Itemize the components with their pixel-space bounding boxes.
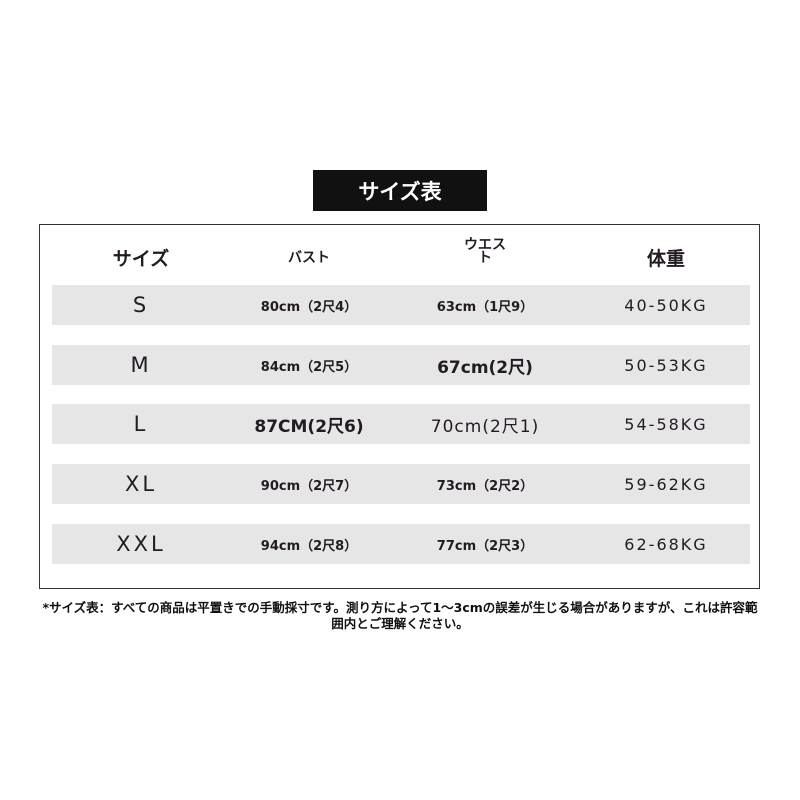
header-waist: ウエスト [464,237,506,266]
weight-cell: 62-68KG [624,534,708,554]
page-title: サイズ表 [313,170,487,211]
bust-cell: 87CM(2尺6) [254,416,364,437]
bust-cell: 84cm（2尺5） [260,359,358,375]
weight-cell: 40-50KG [624,295,708,315]
header-weight: 体重 [646,247,686,270]
waist-cell: 67cm(2尺) [437,357,533,378]
size-table: サイズ バスト ウエスト 体重 S 80cm（2尺4） 63cm（1尺9） 40… [39,224,760,589]
table-row: XXL 94cm（2尺8） 77cm（2尺3） 62-68KG [52,524,750,564]
size-cell: XL [124,472,158,496]
weight-cell: 50-53KG [624,355,708,375]
bust-cell: 90cm（2尺7） [260,478,358,494]
waist-cell: 70cm(2尺1) [430,416,540,437]
weight-cell: 54-58KG [624,414,708,434]
header-size: サイズ [112,247,170,270]
table-row: XL 90cm（2尺7） 73cm（2尺2） 59-62KG [52,464,750,504]
table-row: L 87CM(2尺6) 70cm(2尺1) 54-58KG [52,404,750,444]
bust-cell: 80cm（2尺4） [260,299,358,315]
waist-cell: 77cm（2尺3） [436,538,534,554]
size-cell: L [133,412,149,436]
table-header: サイズ バスト ウエスト 体重 [52,237,750,277]
size-cell: XXL [116,532,166,556]
waist-cell: 73cm（2尺2） [436,478,534,494]
waist-cell: 63cm（1尺9） [436,299,534,315]
measurement-note: *サイズ表：すべての商品は平置きでの手動採寸です。測り方によって1～3cmの誤差… [42,600,758,631]
table-row: S 80cm（2尺4） 63cm（1尺9） 40-50KG [52,285,750,325]
weight-cell: 59-62KG [624,474,708,494]
size-cell: S [132,293,150,317]
bust-cell: 94cm（2尺8） [260,538,358,554]
size-cell: M [130,353,152,377]
header-bust: バスト [288,250,330,266]
table-row: M 84cm（2尺5） 67cm(2尺) 50-53KG [52,345,750,385]
